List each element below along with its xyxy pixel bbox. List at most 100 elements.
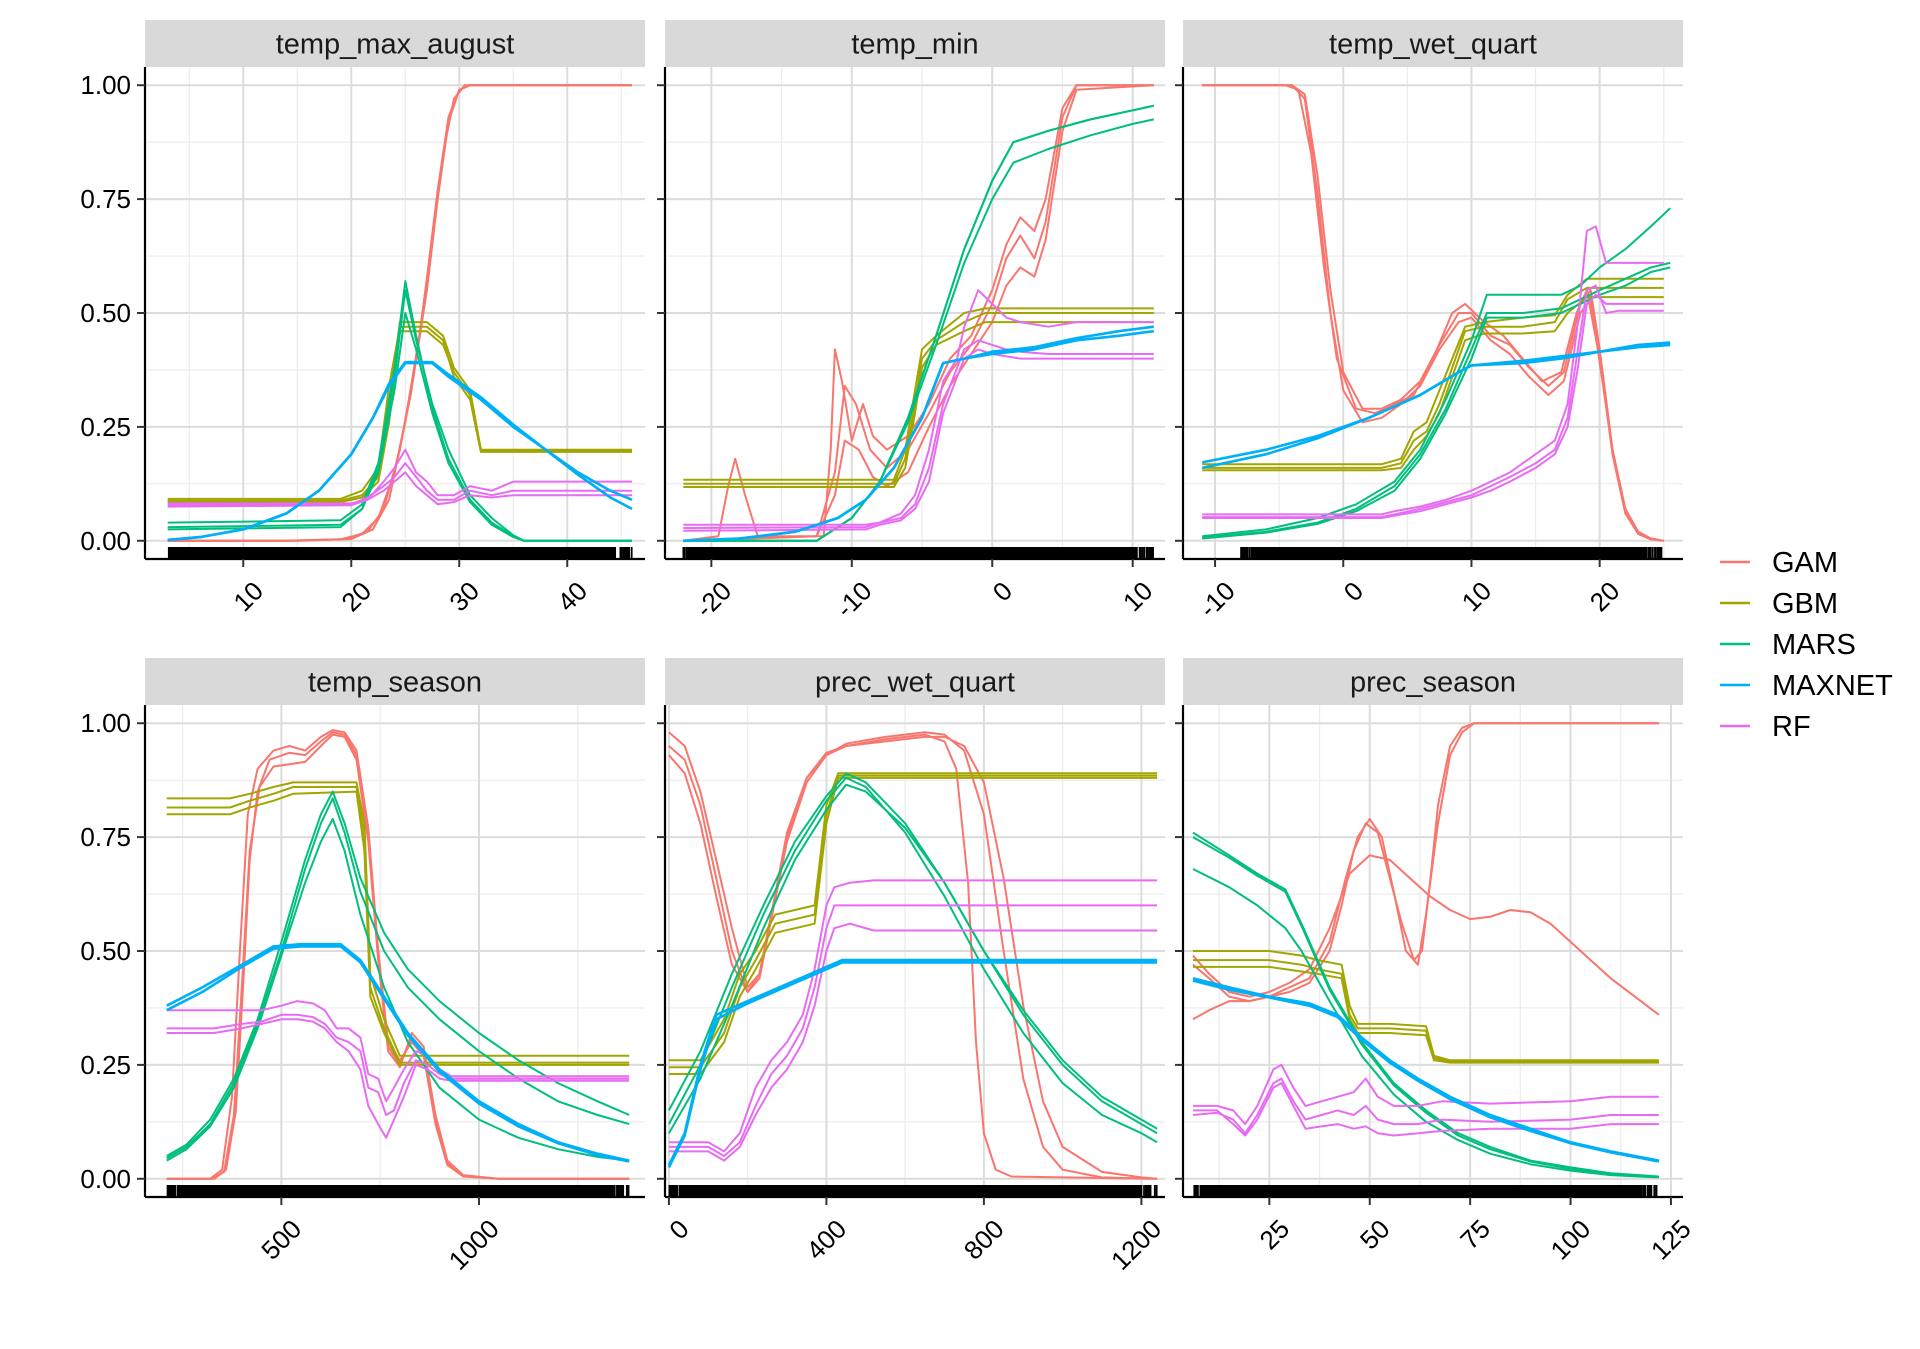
rug-band bbox=[693, 547, 1138, 559]
series-line-mars bbox=[167, 312, 632, 542]
series-line-gam bbox=[1192, 854, 1660, 1016]
series-line-gam bbox=[683, 84, 1154, 542]
legend-label: MARS bbox=[1772, 629, 1856, 661]
series-line-gbm bbox=[683, 321, 1154, 488]
panel-temp-min: temp_min-20 -10 0 10 bbox=[657, 20, 1165, 623]
series-line-mars bbox=[683, 118, 1155, 542]
rug bbox=[1193, 1185, 1658, 1197]
curves bbox=[1201, 84, 1671, 542]
legend-label: GBM bbox=[1772, 588, 1838, 620]
series-line-rf bbox=[167, 471, 632, 508]
y-tick-label: 1.00 bbox=[80, 70, 131, 100]
strip-prec-season bbox=[1183, 658, 1683, 705]
series-line-rf bbox=[167, 462, 632, 507]
series-line-rf bbox=[668, 879, 1158, 1153]
series-line-mars bbox=[1202, 261, 1671, 539]
series-line-rf bbox=[668, 922, 1158, 1162]
series-line-gam bbox=[166, 731, 630, 1180]
legend-label: RF bbox=[1772, 711, 1811, 743]
series-line-gbm bbox=[1193, 965, 1659, 1064]
series-line-mars bbox=[668, 772, 1158, 1130]
legend-label: GAM bbox=[1772, 547, 1838, 579]
rug-band bbox=[176, 1185, 614, 1197]
series-line-gbm bbox=[668, 776, 1158, 1075]
legend-item-mars: MARS bbox=[1720, 629, 1856, 661]
y-tick-label: 0.75 bbox=[80, 184, 131, 214]
y-tick-label: 0.25 bbox=[80, 412, 131, 442]
series-line-gbm bbox=[1202, 286, 1664, 469]
legend-label: MAXNET bbox=[1772, 670, 1893, 702]
series-line-rf bbox=[1202, 225, 1664, 516]
series-line-rf bbox=[1193, 1082, 1659, 1137]
series-line-rf bbox=[683, 348, 1154, 532]
rug-band bbox=[177, 547, 617, 559]
gridlines bbox=[665, 67, 1165, 559]
series-line-mars bbox=[1192, 868, 1659, 1179]
series-line-maxnet bbox=[683, 325, 1154, 543]
y-tick-label: 1.00 bbox=[80, 708, 131, 738]
series-line-rf bbox=[166, 1013, 630, 1116]
series-line-gbm bbox=[166, 786, 630, 1064]
y-tick-label: 0.75 bbox=[80, 822, 131, 852]
strip-label: temp_min bbox=[851, 29, 978, 61]
series-line-mars bbox=[1202, 207, 1671, 538]
series-line-rf bbox=[1202, 284, 1664, 519]
strip-temp-min bbox=[665, 20, 1165, 67]
series-line-gbm bbox=[166, 781, 630, 1057]
series-line-mars bbox=[1192, 836, 1659, 1178]
series-line-gam bbox=[1192, 722, 1659, 1003]
strip-temp-max-august bbox=[145, 20, 645, 67]
strip-temp-wet-quart bbox=[1183, 20, 1683, 67]
rug-band bbox=[1250, 547, 1648, 559]
series-line-rf bbox=[1192, 1077, 1659, 1135]
y-tick-label: 0.00 bbox=[80, 526, 131, 556]
y-tick-label: 0.50 bbox=[80, 936, 131, 966]
series-line-gam bbox=[166, 729, 630, 1180]
strip-temp-season bbox=[145, 658, 645, 705]
series-line-gam bbox=[683, 84, 1154, 542]
series-line-maxnet bbox=[667, 961, 1158, 1168]
series-line-maxnet bbox=[166, 945, 630, 1163]
series-line-mars bbox=[166, 790, 630, 1157]
rug bbox=[668, 1185, 1158, 1197]
rug bbox=[1240, 547, 1663, 559]
legend-item-maxnet: MAXNET bbox=[1720, 670, 1893, 702]
rug bbox=[166, 1185, 630, 1197]
series-line-mars bbox=[166, 817, 630, 1162]
series-line-rf bbox=[668, 904, 1158, 1157]
series-line-maxnet bbox=[1201, 343, 1671, 470]
y-tick-label: 0.25 bbox=[80, 1050, 131, 1080]
series-line-gam bbox=[166, 733, 630, 1180]
series-line-maxnet bbox=[167, 360, 633, 542]
series-line-rf bbox=[683, 289, 1154, 526]
series-line-mars bbox=[1192, 831, 1659, 1178]
legend-item-rf: RF bbox=[1720, 711, 1811, 743]
series-line-rf bbox=[1193, 1063, 1659, 1126]
legend-item-gbm: GBM bbox=[1720, 588, 1838, 620]
series-line-gbm bbox=[1193, 959, 1659, 1063]
strip-label: temp_season bbox=[308, 667, 482, 699]
rug bbox=[167, 547, 633, 559]
rug-band bbox=[678, 1185, 1142, 1197]
strip-prec-wet-quart bbox=[665, 658, 1165, 705]
curves bbox=[683, 84, 1155, 543]
series-line-gam bbox=[668, 731, 1158, 1180]
series-line-mars bbox=[668, 783, 1158, 1135]
curves bbox=[667, 731, 1158, 1180]
strip-label: prec_wet_quart bbox=[815, 667, 1015, 699]
series-line-gbm bbox=[1202, 296, 1664, 472]
series-line-gbm bbox=[683, 312, 1154, 485]
series-line-rf bbox=[166, 1018, 630, 1139]
rug bbox=[682, 547, 1154, 559]
series-line-gbm bbox=[1193, 950, 1659, 1062]
panel-temp-wet-quart: temp_wet_quart-10 0 10 20 bbox=[1175, 20, 1683, 623]
series-line-gbm bbox=[166, 790, 630, 1066]
series-line-maxnet bbox=[1192, 979, 1660, 1163]
y-tick-label: 0.00 bbox=[80, 1164, 131, 1194]
series-line-gam bbox=[668, 735, 1158, 1180]
